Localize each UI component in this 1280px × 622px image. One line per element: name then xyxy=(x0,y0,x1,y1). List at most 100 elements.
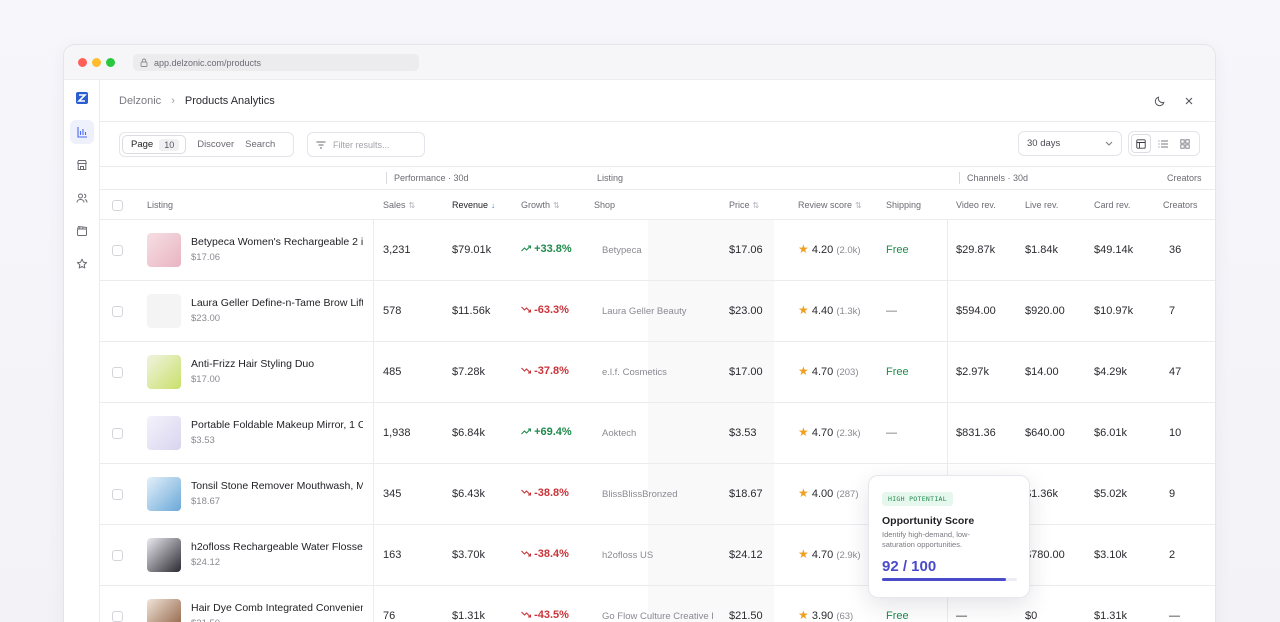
video-rev-cell: $29.87k xyxy=(956,244,996,256)
col-shop[interactable]: Shop xyxy=(594,200,616,210)
product-title[interactable]: Tonsil Stone Remover Mouthwash, Min xyxy=(191,480,363,492)
shop-cell[interactable]: Betypeca xyxy=(602,245,642,256)
high-potential-badge: HIGH POTENTIAL xyxy=(882,492,953,506)
grid-view-button[interactable] xyxy=(1175,134,1195,153)
growth-cell: +69.4% xyxy=(521,426,572,438)
minimize-window-button[interactable] xyxy=(92,58,101,67)
table-row[interactable]: Laura Geller Define-n-Tame Brow Liftin $2… xyxy=(100,281,1215,342)
growth-cell: -43.5% xyxy=(521,609,569,621)
close-icon[interactable] xyxy=(1181,93,1197,109)
maximize-window-button[interactable] xyxy=(106,58,115,67)
col-card-rev[interactable]: Card rev. xyxy=(1094,200,1131,210)
sales-cell: 1,938 xyxy=(383,427,411,439)
shipping-cell: — xyxy=(886,305,897,317)
col-live-rev[interactable]: Live rev. xyxy=(1025,200,1059,210)
table-row[interactable]: Anti-Frizz Hair Styling Duo $17.00 485 $7.2… xyxy=(100,342,1215,403)
shop-cell[interactable]: Aoktech xyxy=(602,428,637,439)
column-headers: Listing Sales ⇅ Revenue ↓ Growth ⇅ Shop Pri… xyxy=(100,190,1215,220)
nav-videos[interactable] xyxy=(70,219,94,243)
nav-analytics[interactable] xyxy=(70,120,94,144)
shop-cell[interactable]: e.l.f. Cosmetics xyxy=(602,367,667,378)
star-icon: ★ xyxy=(798,364,809,378)
product-title[interactable]: Betypeca Women's Rechargeable 2 in xyxy=(191,236,363,248)
row-checkbox[interactable] xyxy=(112,489,123,500)
shop-cell[interactable]: h2ofloss US xyxy=(602,550,654,561)
product-thumbnail[interactable] xyxy=(147,599,181,622)
col-shipping[interactable]: Shipping xyxy=(886,200,922,210)
row-checkbox[interactable] xyxy=(112,245,123,256)
row-checkbox[interactable] xyxy=(112,428,123,439)
live-rev-cell: $640.00 xyxy=(1025,427,1065,439)
product-title[interactable]: h2ofloss Rechargeable Water Flosser 3 xyxy=(191,541,363,553)
shop-cell[interactable]: Laura Geller Beauty xyxy=(602,306,687,317)
score-progress-fill xyxy=(882,578,1007,582)
shop-cell[interactable]: Go Flow Culture Creative I xyxy=(602,611,714,622)
chevron-right-icon: › xyxy=(171,94,175,107)
col-sales[interactable]: Sales ⇅ xyxy=(383,200,416,210)
product-thumbnail[interactable] xyxy=(147,233,181,267)
date-range-select[interactable]: 30 days xyxy=(1018,131,1122,156)
table-view-button[interactable] xyxy=(1131,134,1151,153)
tab-page[interactable]: Page 10 xyxy=(122,135,187,154)
nav-shops[interactable] xyxy=(70,153,94,177)
product-thumbnail[interactable] xyxy=(147,294,181,328)
growth-value: -37.8% xyxy=(534,365,569,377)
sort-icon: ⇅ xyxy=(553,201,560,210)
row-checkbox[interactable] xyxy=(112,611,123,622)
table-row[interactable]: Betypeca Women's Rechargeable 2 in $17.06… xyxy=(100,220,1215,281)
product-title[interactable]: Laura Geller Define-n-Tame Brow Liftin xyxy=(191,297,363,309)
video-rev-cell: $2.97k xyxy=(956,366,990,378)
app-logo[interactable] xyxy=(70,86,94,110)
review-count: (2.9k) xyxy=(836,550,861,561)
tab-discover[interactable]: Discover xyxy=(197,139,235,150)
product-title[interactable]: Portable Foldable Makeup Mirror, 1 Co xyxy=(191,419,363,431)
col-review[interactable]: Review score ⇅ xyxy=(798,200,862,210)
review-count: (287) xyxy=(836,489,859,500)
product-thumbnail[interactable] xyxy=(147,416,181,450)
col-creators[interactable]: Creators xyxy=(1163,200,1198,210)
price-cell: $21.50 xyxy=(729,610,763,622)
group-channels: Channels · 30d xyxy=(967,173,1029,183)
table-row[interactable]: h2ofloss Rechargeable Water Flosser 3 $24… xyxy=(100,525,1215,586)
filter-input[interactable]: Filter results... xyxy=(307,132,425,157)
product-thumbnail[interactable] xyxy=(147,477,181,511)
products-table: Performance · 30d Listing Channels · 30d… xyxy=(100,167,1215,622)
col-growth[interactable]: Growth ⇅ xyxy=(521,200,560,210)
product-thumbnail[interactable] xyxy=(147,355,181,389)
col-video-rev[interactable]: Video rev. xyxy=(956,200,996,210)
product-title[interactable]: Hair Dye Comb Integrated Convenient xyxy=(191,602,363,614)
list-view-button[interactable] xyxy=(1153,134,1173,153)
table-row[interactable]: Tonsil Stone Remover Mouthwash, Min $18.6… xyxy=(100,464,1215,525)
review-count: (2.0k) xyxy=(836,245,861,256)
growth-cell: -63.3% xyxy=(521,304,569,316)
nav-favorites[interactable] xyxy=(70,252,94,276)
col-price[interactable]: Price ⇅ xyxy=(729,200,760,210)
page-count-badge: 10 xyxy=(159,138,180,151)
close-window-button[interactable] xyxy=(78,58,87,67)
row-checkbox[interactable] xyxy=(112,550,123,561)
nav-creators[interactable] xyxy=(70,186,94,210)
star-icon: ★ xyxy=(798,547,809,561)
review-count: (203) xyxy=(836,367,859,378)
browser-titlebar: app.delzonic.com/products xyxy=(64,45,1215,80)
product-thumbnail[interactable] xyxy=(147,538,181,572)
card-rev-cell: $49.14k xyxy=(1094,244,1134,256)
select-all-checkbox[interactable] xyxy=(112,200,123,211)
row-checkbox[interactable] xyxy=(112,306,123,317)
col-revenue[interactable]: Revenue ↓ xyxy=(452,200,496,210)
address-bar[interactable]: app.delzonic.com/products xyxy=(133,54,419,71)
moon-icon[interactable] xyxy=(1152,93,1168,109)
tab-search[interactable]: Search xyxy=(245,139,276,150)
revenue-cell: $1.31k xyxy=(452,610,486,622)
table-row[interactable]: Hair Dye Comb Integrated Convenient $21.5… xyxy=(100,586,1215,622)
trend-up-icon xyxy=(521,243,532,255)
group-listing: Listing xyxy=(597,173,624,183)
table-row[interactable]: Portable Foldable Makeup Mirror, 1 Co $3.… xyxy=(100,403,1215,464)
lock-icon xyxy=(140,58,148,67)
growth-cell: -38.4% xyxy=(521,548,569,560)
product-title[interactable]: Anti-Frizz Hair Styling Duo xyxy=(191,358,315,370)
col-listing[interactable]: Listing xyxy=(147,200,174,210)
breadcrumb-root[interactable]: Delzonic xyxy=(119,94,162,107)
row-checkbox[interactable] xyxy=(112,367,123,378)
shop-cell[interactable]: BlissBlissBronzed xyxy=(602,489,678,500)
